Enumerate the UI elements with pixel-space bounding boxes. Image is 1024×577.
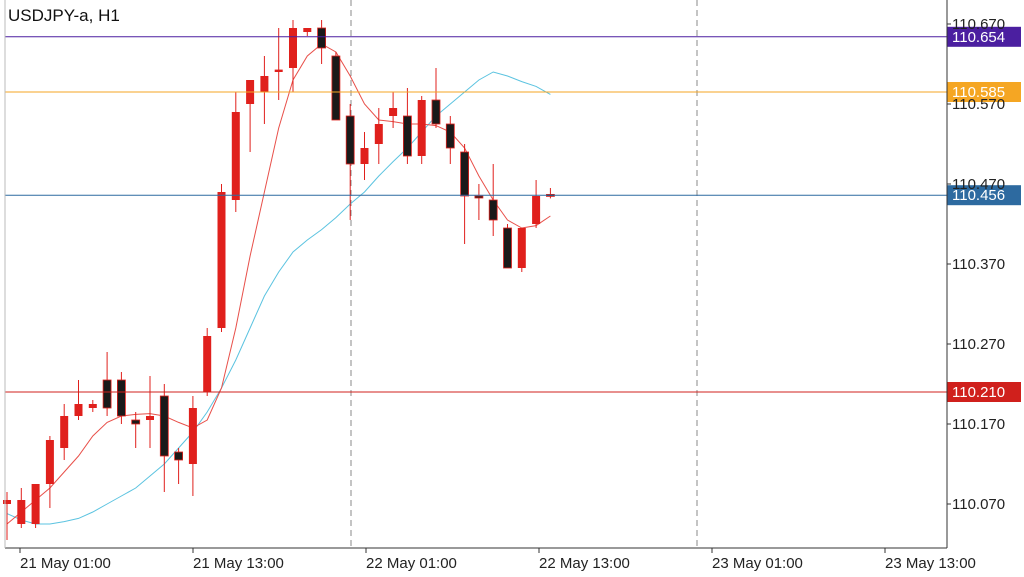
price-level-label: 110.654 (952, 29, 1005, 46)
slow-moving-average-line (6, 71, 551, 525)
price-level-tag (947, 26, 1021, 47)
candle-body (3, 500, 11, 504)
candle-body (389, 108, 398, 116)
candle-body (159, 395, 169, 457)
x-tick-label: 23 May 13:00 (885, 555, 976, 572)
fast-moving-average-line (6, 43, 551, 525)
candle-layer (3, 20, 555, 540)
price-level-label: 110.210 (952, 384, 1005, 401)
y-tick-label: 110.170 (952, 416, 1005, 433)
price-level-label: 110.585 (952, 84, 1005, 101)
x-tick-label: 21 May 01:00 (20, 555, 111, 572)
price-level-tag (947, 82, 1021, 102)
price-level-label: 110.456 (952, 187, 1005, 204)
moving-average-layer (6, 43, 551, 525)
candle-body (488, 199, 498, 221)
price-level-tag (947, 185, 1021, 206)
candle-body (74, 404, 83, 416)
y-tick-label: 110.270 (952, 336, 1005, 353)
candle-body (460, 151, 470, 197)
chart-title: USDJPY-a, H1 (8, 6, 120, 25)
candle-body (31, 484, 40, 524)
candle-body (117, 379, 126, 417)
candle-body (203, 336, 212, 392)
candle-body (131, 419, 141, 425)
x-tick-label: 21 May 13:00 (193, 555, 284, 572)
x-tick-label: 23 May 01:00 (712, 555, 803, 572)
candle-body (217, 192, 226, 328)
candle-body (417, 100, 426, 156)
candle-body (345, 115, 355, 165)
candle-body (317, 27, 327, 49)
y-tick-label: 110.370 (952, 256, 1005, 273)
candle-body (260, 76, 269, 92)
axis-layer: 110.670 110.570 110.470 110.370 110.270 110.1… (4, 0, 1005, 572)
candle-body (274, 69, 283, 72)
y-tick-label: 110.670 (952, 16, 1005, 33)
candle-body (289, 28, 297, 68)
candle-body (474, 195, 484, 199)
y-tick-label: 110.470 (952, 176, 1005, 193)
candle-body (60, 416, 69, 448)
candle-body (532, 196, 541, 224)
candle-body (17, 500, 26, 524)
candle-body (374, 124, 383, 144)
y-tick-label: 110.070 (952, 496, 1005, 513)
candle-body (402, 115, 412, 157)
candle-body (146, 416, 154, 420)
candle-body (174, 451, 184, 461)
candle-body (331, 55, 341, 121)
candle-body (88, 404, 97, 408)
x-tick-label: 22 May 13:00 (539, 555, 630, 572)
candle-body (517, 228, 526, 268)
candle-body (360, 148, 369, 164)
y-tick-label: 110.570 (952, 96, 1005, 113)
candle-body (188, 408, 197, 464)
candle-body (45, 440, 54, 484)
x-tick-label: 22 May 01:00 (366, 555, 457, 572)
candle-body (231, 112, 240, 200)
price-level-tag (947, 382, 1021, 402)
candle-body (102, 379, 112, 409)
grid-layer (4, 0, 698, 548)
price-line-layer: 110.654 110.585 110.456 110.210 (5, 26, 1021, 402)
candle-body (303, 28, 312, 32)
candle-body (431, 99, 441, 125)
candle-body (445, 123, 455, 149)
candle-body (503, 227, 512, 269)
